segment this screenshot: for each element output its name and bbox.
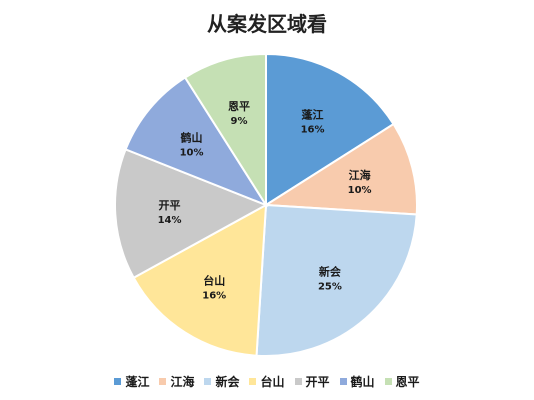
pie-slice-1 [262,122,418,216]
slice-label-4: 开平 [159,199,181,212]
legend-swatch-6 [384,378,392,385]
slice-label-2: 新会 [319,264,342,278]
legend-swatch-4 [294,378,302,385]
legend-swatch-2 [204,378,212,385]
slice-percent-2: 25% [318,281,342,292]
legend-swatch-3 [249,378,257,385]
slice-label-0: 蓬江 [302,107,324,121]
legend-item-3: 台山 [249,373,285,390]
pie-slice-6 [183,52,267,209]
pie-slice-0 [265,52,395,207]
legend: 蓬江 江海 新会 台山 开平 鹤山 恩平 [0,373,534,390]
legend-item-2: 新会 [204,373,239,390]
pie-slice-4 [114,148,269,280]
slice-percent-6: 9% [231,116,248,127]
legend-label-1: 江海 [170,375,195,389]
slice-label-1: 江海 [349,168,371,182]
slice-percent-1: 10% [348,185,372,196]
legend-item-0: 蓬江 [114,373,149,390]
legend-item-4: 开平 [294,373,330,390]
legend-item-6: 恩平 [384,373,420,390]
legend-label-2: 新会 [215,375,240,389]
chart-title: 从案发区域看 [207,12,327,36]
legend-label-0: 蓬江 [125,375,150,389]
legend-label-4: 开平 [305,375,330,389]
slice-label-3: 台山 [203,274,225,288]
slice-percent-0: 16% [301,124,325,135]
pie-slice-2 [255,203,418,357]
legend-swatch-1 [159,378,167,385]
slice-percent-4: 14% [158,215,182,226]
legend-item-1: 江海 [159,373,194,390]
pie-slice-5 [124,76,269,208]
legend-swatch-0 [114,378,122,385]
legend-swatch-5 [339,378,347,385]
legend-item-5: 鹤山 [339,373,375,390]
legend-label-6: 恩平 [395,375,420,389]
slice-percent-5: 10% [180,147,204,158]
pie-slice-3 [132,203,268,357]
slice-label-6: 恩平 [228,100,250,113]
slice-label-5: 鹤山 [181,130,203,144]
legend-label-3: 台山 [260,375,285,389]
legend-label-5: 鹤山 [350,375,375,389]
slice-percent-3: 16% [202,291,226,302]
